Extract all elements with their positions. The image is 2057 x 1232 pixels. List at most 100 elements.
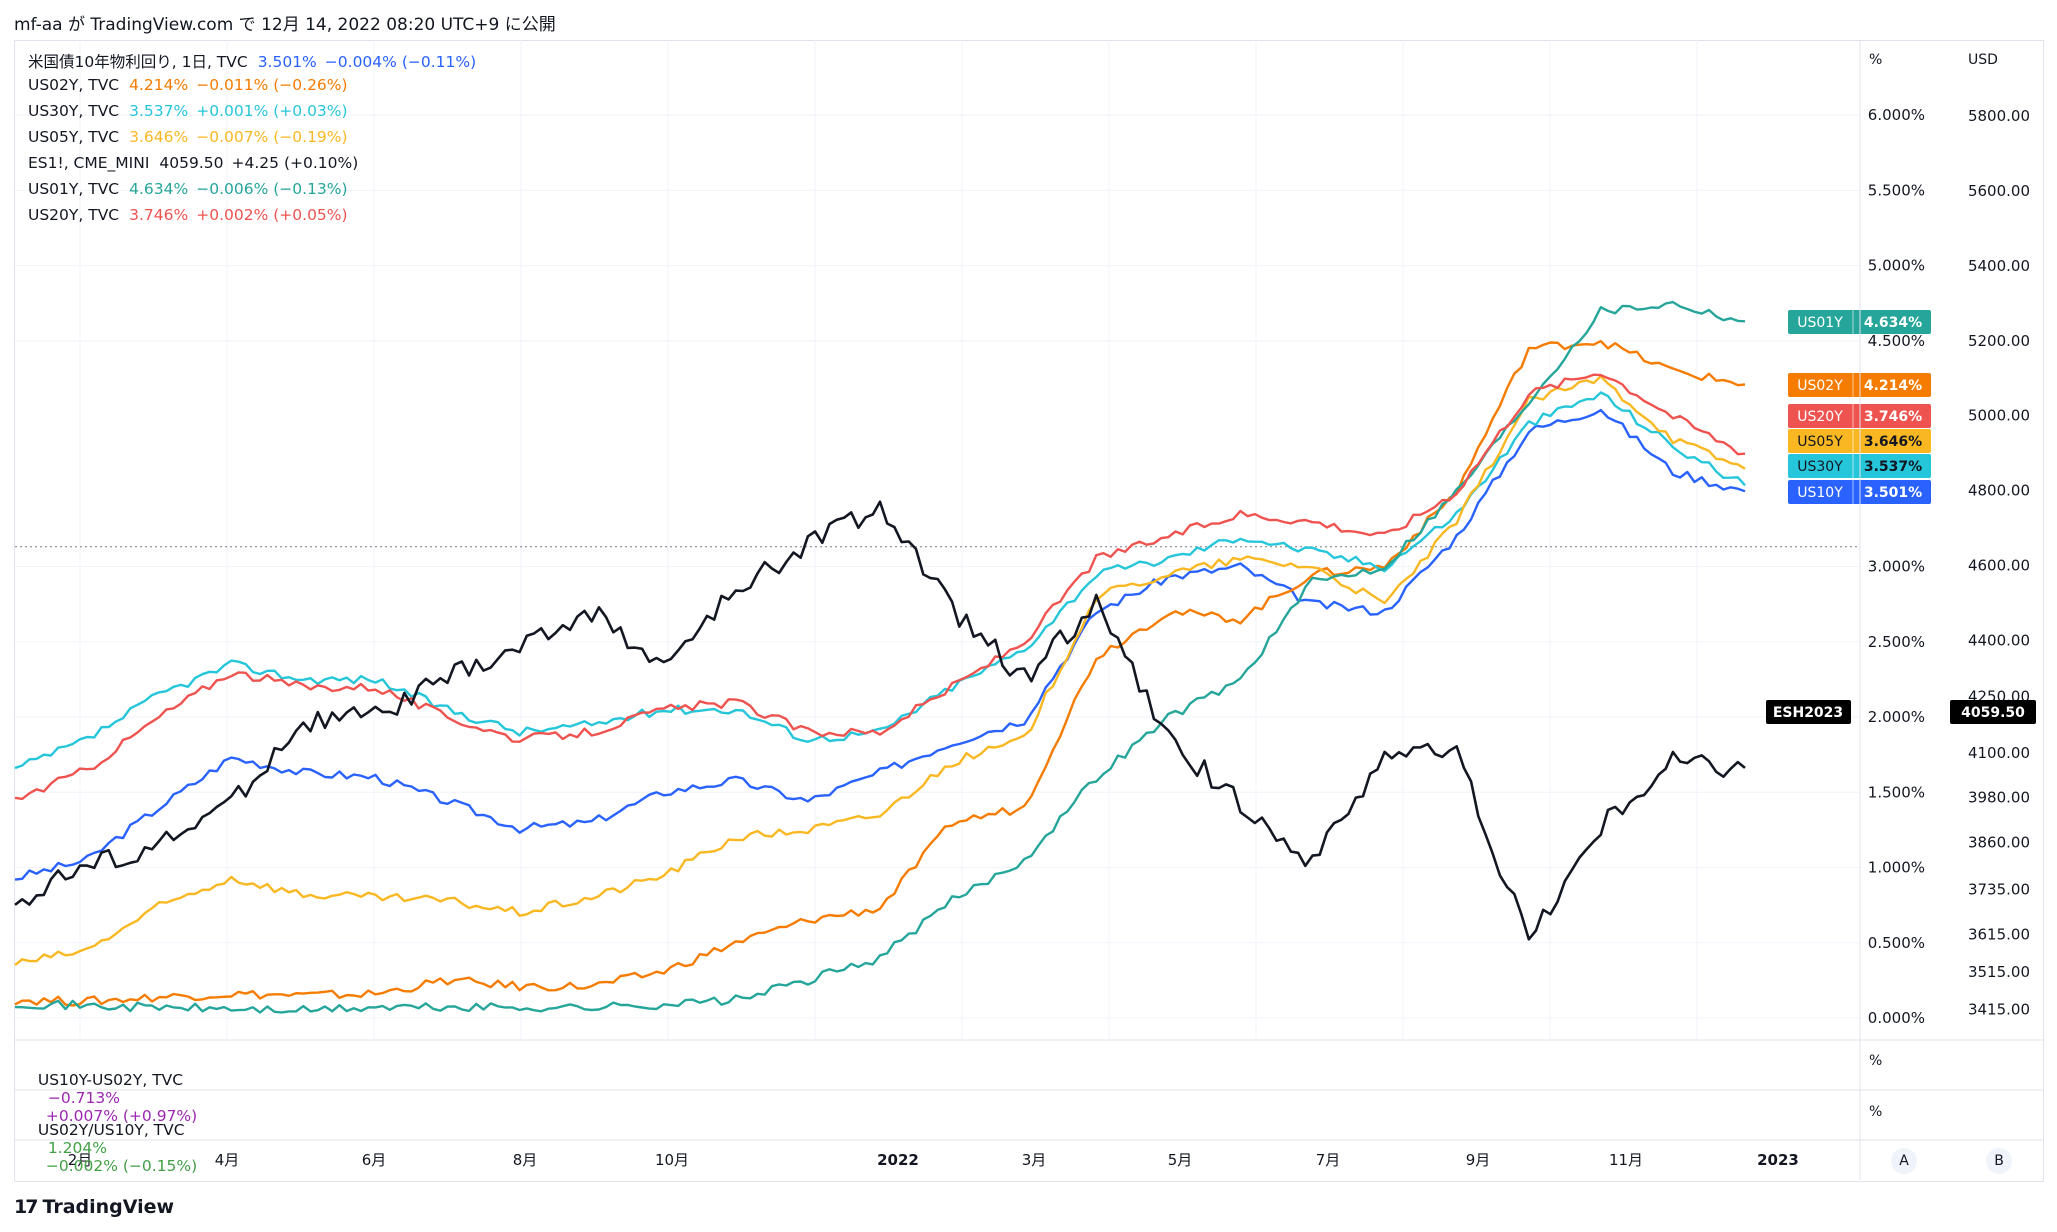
pane-ratio-change: −0.002% (−0.15%) xyxy=(45,1157,198,1175)
time-tick-label: 2022 xyxy=(877,1151,919,1169)
pane-ratio-name: US02Y/US10Y, TVC xyxy=(37,1121,185,1139)
pane-ratio-label[interactable]: US02Y/US10Y, TVC 1.204% −0.002% (−0.15%) xyxy=(28,1103,197,1175)
series-line-us02y xyxy=(14,339,1746,1007)
price-tag-value: 3.501% xyxy=(1864,485,1922,501)
legend-change: +0.002% (+0.05%) xyxy=(196,206,348,224)
pct-tick-label: 3.000% xyxy=(1868,558,1925,576)
tradingview-brand-text: TradingView xyxy=(42,1196,175,1218)
usd-tick-label: 3860.00 xyxy=(1968,834,2030,852)
series-lines xyxy=(14,300,1746,1014)
time-tick-label: 7月 xyxy=(1316,1151,1341,1169)
tradingview-logo[interactable]: 17 TradingView xyxy=(14,1196,174,1218)
legend-value: 3.646% xyxy=(129,128,189,146)
time-tick-label: 8月 xyxy=(513,1151,538,1169)
publish-header: mf-aa が TradingView.com で 12月 14, 2022 0… xyxy=(14,15,556,35)
legend-row[interactable]: US01Y, TVC 4.634% −0.006% (−0.13%) xyxy=(28,180,348,198)
legend-row[interactable]: ES1!, CME_MINI 4059.50 +4.25 (+0.10%) xyxy=(28,154,358,172)
time-tick-label: 10月 xyxy=(655,1151,689,1169)
series-line-us30y xyxy=(14,391,1746,770)
time-tick-label: 6月 xyxy=(362,1151,387,1169)
legend-value: 3.537% xyxy=(129,102,189,120)
price-tag-name: US05Y xyxy=(1797,434,1843,450)
usd-tick-label: 5000.00 xyxy=(1968,407,2030,425)
usd-tick-label: 3735.00 xyxy=(1968,880,2030,898)
legend-row[interactable]: US02Y, TVC 4.214% −0.011% (−0.26%) xyxy=(28,76,348,94)
price-tag-name: US30Y xyxy=(1797,459,1843,475)
legend-row[interactable]: 米国債10年物利回り, 1日, TVC 3.501% −0.004% (−0.11%… xyxy=(28,50,476,72)
legend-value: 4.634% xyxy=(129,180,189,198)
pane-dividers xyxy=(15,40,2043,1180)
price-tag-value: 3.746% xyxy=(1864,409,1922,425)
auto-scale-b-button[interactable]: B xyxy=(1986,1148,2012,1174)
series-line-us10y xyxy=(14,408,1746,881)
pct-tick-label: 5.500% xyxy=(1868,181,1925,199)
legend-value: 4059.50 xyxy=(159,154,224,172)
series-line-us05y xyxy=(14,375,1746,967)
price-tag-value: 4.634% xyxy=(1864,315,1922,331)
series-line-us01y xyxy=(14,300,1746,1014)
legend-change: −0.007% (−0.19%) xyxy=(196,128,348,146)
pct-tick-label: 5.000% xyxy=(1868,257,1925,275)
pane-spread-name: US10Y-US02Y, TVC xyxy=(37,1071,184,1089)
usd-tick-label: 4100.00 xyxy=(1968,744,2030,762)
legend-row[interactable]: US05Y, TVC 3.646% −0.007% (−0.19%) xyxy=(28,128,348,146)
time-tick-label: 5月 xyxy=(1168,1151,1193,1169)
pct-axis-ticks: 6.000% 5.500% 5.000% 4.500% 3.000% 2.500% 2.00… xyxy=(1868,106,1925,1027)
pct-tick-label: 0.500% xyxy=(1868,934,1925,952)
pane-ratio-value: 1.204% xyxy=(47,1139,107,1157)
time-tick-label: 4月 xyxy=(215,1151,240,1169)
price-tag-esh2023: ESH2023 4059.50 xyxy=(1766,700,2036,724)
legend-row[interactable]: US30Y, TVC 3.537% +0.001% (+0.03%) xyxy=(28,102,348,120)
pane-spread-unit: % xyxy=(1869,1053,1883,1069)
time-tick-label: 3月 xyxy=(1022,1151,1047,1169)
price-tag-value: 3.646% xyxy=(1864,434,1922,450)
legend-change: −0.006% (−0.13%) xyxy=(196,180,348,198)
price-tag-value: 4.214% xyxy=(1864,378,1922,394)
pct-tick-label: 2.500% xyxy=(1868,633,1925,651)
usd-tick-label: 4800.00 xyxy=(1968,482,2030,500)
legend-label: US01Y, TVC xyxy=(28,180,120,198)
pane-spread-change: +0.007% (+0.97%) xyxy=(45,1107,198,1125)
price-tag-name: US01Y xyxy=(1797,315,1843,331)
usd-tick-label: 3415.00 xyxy=(1968,1000,2030,1018)
usd-tick-label: 4600.00 xyxy=(1968,557,2030,575)
tradingview-logo-icon: 17 xyxy=(14,1196,38,1218)
pane-spread-value: −0.713% xyxy=(47,1089,120,1107)
es-name: ESH2023 xyxy=(1773,705,1843,721)
legend-change: −0.011% (−0.26%) xyxy=(196,76,348,94)
time-axis-ticks: 2月 4月 6月 8月 10月 2022 3月 5月 7月 9月 11月 2023 xyxy=(68,1151,1799,1169)
legend-label: US05Y, TVC xyxy=(28,128,120,146)
time-tick-label: 2023 xyxy=(1757,1151,1799,1169)
time-tick-label: 11月 xyxy=(1609,1151,1643,1169)
price-tag-name: US20Y xyxy=(1797,409,1843,425)
usd-tick-label: 3515.00 xyxy=(1968,963,2030,981)
price-tag-name: US02Y xyxy=(1797,378,1843,394)
legend-row[interactable]: US20Y, TVC 3.746% +0.002% (+0.05%) xyxy=(28,206,348,224)
series-line-us20y xyxy=(14,373,1746,801)
pct-tick-label: 1.000% xyxy=(1868,859,1925,877)
legend-change: +0.001% (+0.03%) xyxy=(196,102,348,120)
es-value-bg xyxy=(1950,700,2036,724)
pct-tick-label: 6.000% xyxy=(1868,106,1925,124)
legend-value: 4.214% xyxy=(129,76,189,94)
usd-tick-label: 3615.00 xyxy=(1968,925,2030,943)
legend-label: 米国債10年物利回り, 1日, TVC xyxy=(28,53,248,71)
pct-tick-label: 2.000% xyxy=(1868,708,1925,726)
es-name-bg xyxy=(1766,700,1851,724)
usd-axis-unit: USD xyxy=(1968,52,1998,68)
usd-axis-ticks: 5800.00 5600.00 5400.00 5200.00 5000.00 4800.… xyxy=(1968,107,2030,1018)
auto-scale-a-button[interactable]: A xyxy=(1891,1148,1917,1174)
usd-tick-label: 5200.00 xyxy=(1968,332,2030,350)
time-tick-label: 9月 xyxy=(1466,1151,1491,1169)
usd-tick-label: 3980.00 xyxy=(1968,789,2030,807)
legend-label: ES1!, CME_MINI xyxy=(28,154,150,172)
legend-value: 3.501% xyxy=(257,53,317,71)
legend-change: +4.25 (+0.10%) xyxy=(231,154,359,172)
pane-spread-label[interactable]: US10Y-US02Y, TVC −0.713% +0.007% (+0.97%… xyxy=(28,1053,197,1125)
pct-tick-label: 0.000% xyxy=(1868,1009,1925,1027)
price-tags: US01Y 4.634% US02Y 4.214% US20Y 3.746% US05Y 3.… xyxy=(1766,310,2036,724)
usd-tick-label: 5400.00 xyxy=(1968,257,2030,275)
legend-label: US02Y, TVC xyxy=(28,76,120,94)
price-tag-value: 3.537% xyxy=(1864,459,1922,475)
